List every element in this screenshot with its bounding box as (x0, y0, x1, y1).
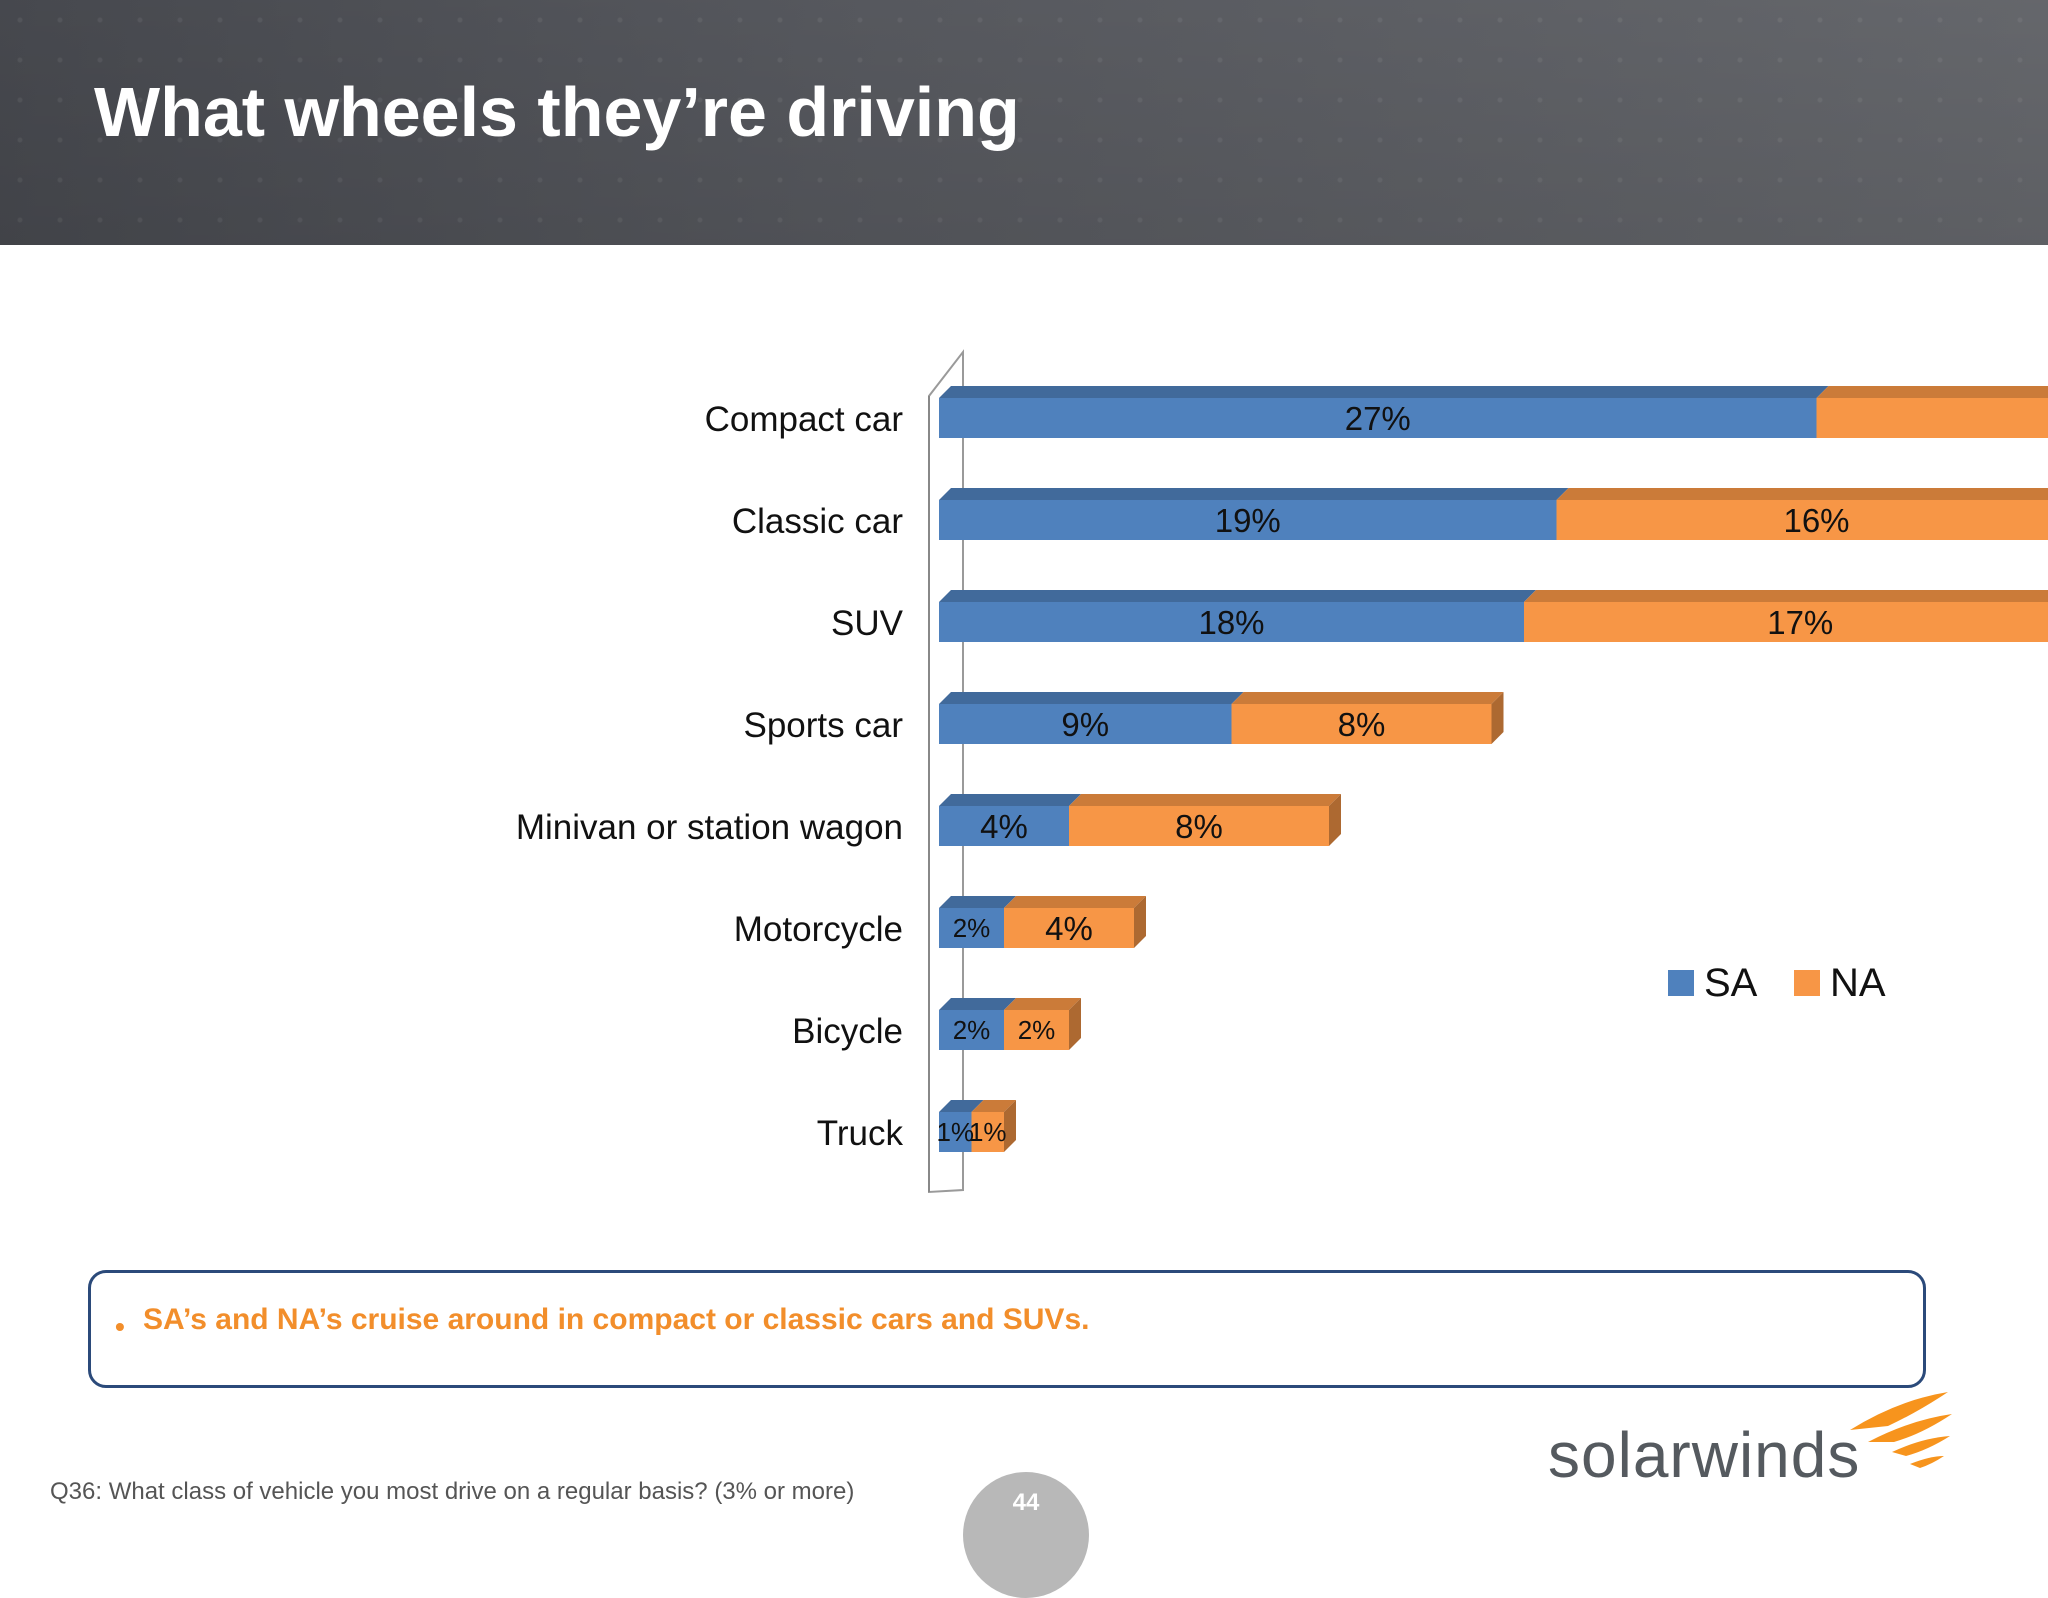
bar-na (1817, 398, 2048, 438)
bar-top-face (939, 998, 1016, 1010)
data-label: 2% (953, 913, 991, 943)
category-label: Sports car (744, 706, 904, 745)
category-label: Classic car (732, 502, 903, 541)
bar-top-face (939, 386, 1829, 398)
header-banner: What wheels they’re driving (0, 0, 2048, 245)
chart-legend: SA NA (1668, 961, 1886, 1005)
bar-top-face (1524, 590, 2048, 602)
bar-top-face (939, 794, 1081, 806)
bar-top-face (939, 896, 1016, 908)
data-label: 8% (1338, 706, 1386, 743)
bar-top-face (1557, 488, 2048, 500)
bar-top-face (939, 488, 1569, 500)
data-label: 2% (953, 1015, 991, 1045)
page-title: What wheels they’re driving (94, 72, 1020, 152)
bar-top-face (1004, 896, 1146, 908)
category-label: Truck (817, 1114, 904, 1153)
data-label: 18% (1198, 604, 1264, 641)
legend-label: SA (1704, 961, 1758, 1005)
bar-top-face (1004, 998, 1081, 1010)
survey-question-footnote: Q36: What class of vehicle you most driv… (50, 1478, 854, 1506)
data-label: 9% (1061, 706, 1109, 743)
bar-top-face (939, 590, 1536, 602)
data-label: 27% (1345, 400, 1411, 437)
solarwinds-logo-text: solarwinds (1548, 1418, 1860, 1492)
data-label: 19% (1215, 502, 1281, 539)
bar-top-face (939, 692, 1244, 704)
data-label: 1% (969, 1117, 1007, 1147)
bar-top-face (1817, 386, 2048, 398)
chart-axis (929, 352, 963, 1192)
solarwinds-flame-icon (1848, 1390, 1958, 1470)
data-label: 2% (1018, 1015, 1056, 1045)
category-label: Minivan or station wagon (516, 808, 903, 847)
bar-top-face (1232, 692, 1504, 704)
data-label: 4% (980, 808, 1028, 845)
category-label: Bicycle (792, 1012, 903, 1051)
category-label: SUV (831, 604, 904, 643)
data-label: 8% (1175, 808, 1223, 845)
legend-label: NA (1830, 961, 1886, 1005)
page-number: 44 (963, 1489, 1089, 1517)
key-finding-text: SA’s and NA’s cruise around in compact o… (143, 1303, 1089, 1337)
category-label: Compact car (705, 400, 904, 439)
bar-top-face (1069, 794, 1341, 806)
axis-wall (929, 352, 963, 1192)
bullet-icon: • (115, 1311, 125, 1343)
data-label: 4% (1045, 910, 1093, 947)
chart-bars (939, 386, 2048, 1152)
data-label: 16% (1783, 502, 1849, 539)
legend-swatch-na (1794, 970, 1820, 996)
data-label: 17% (1767, 604, 1833, 641)
legend-swatch-sa (1668, 970, 1694, 996)
key-finding-box: • SA’s and NA’s cruise around in compact… (88, 1270, 1926, 1388)
category-label: Motorcycle (734, 910, 903, 949)
